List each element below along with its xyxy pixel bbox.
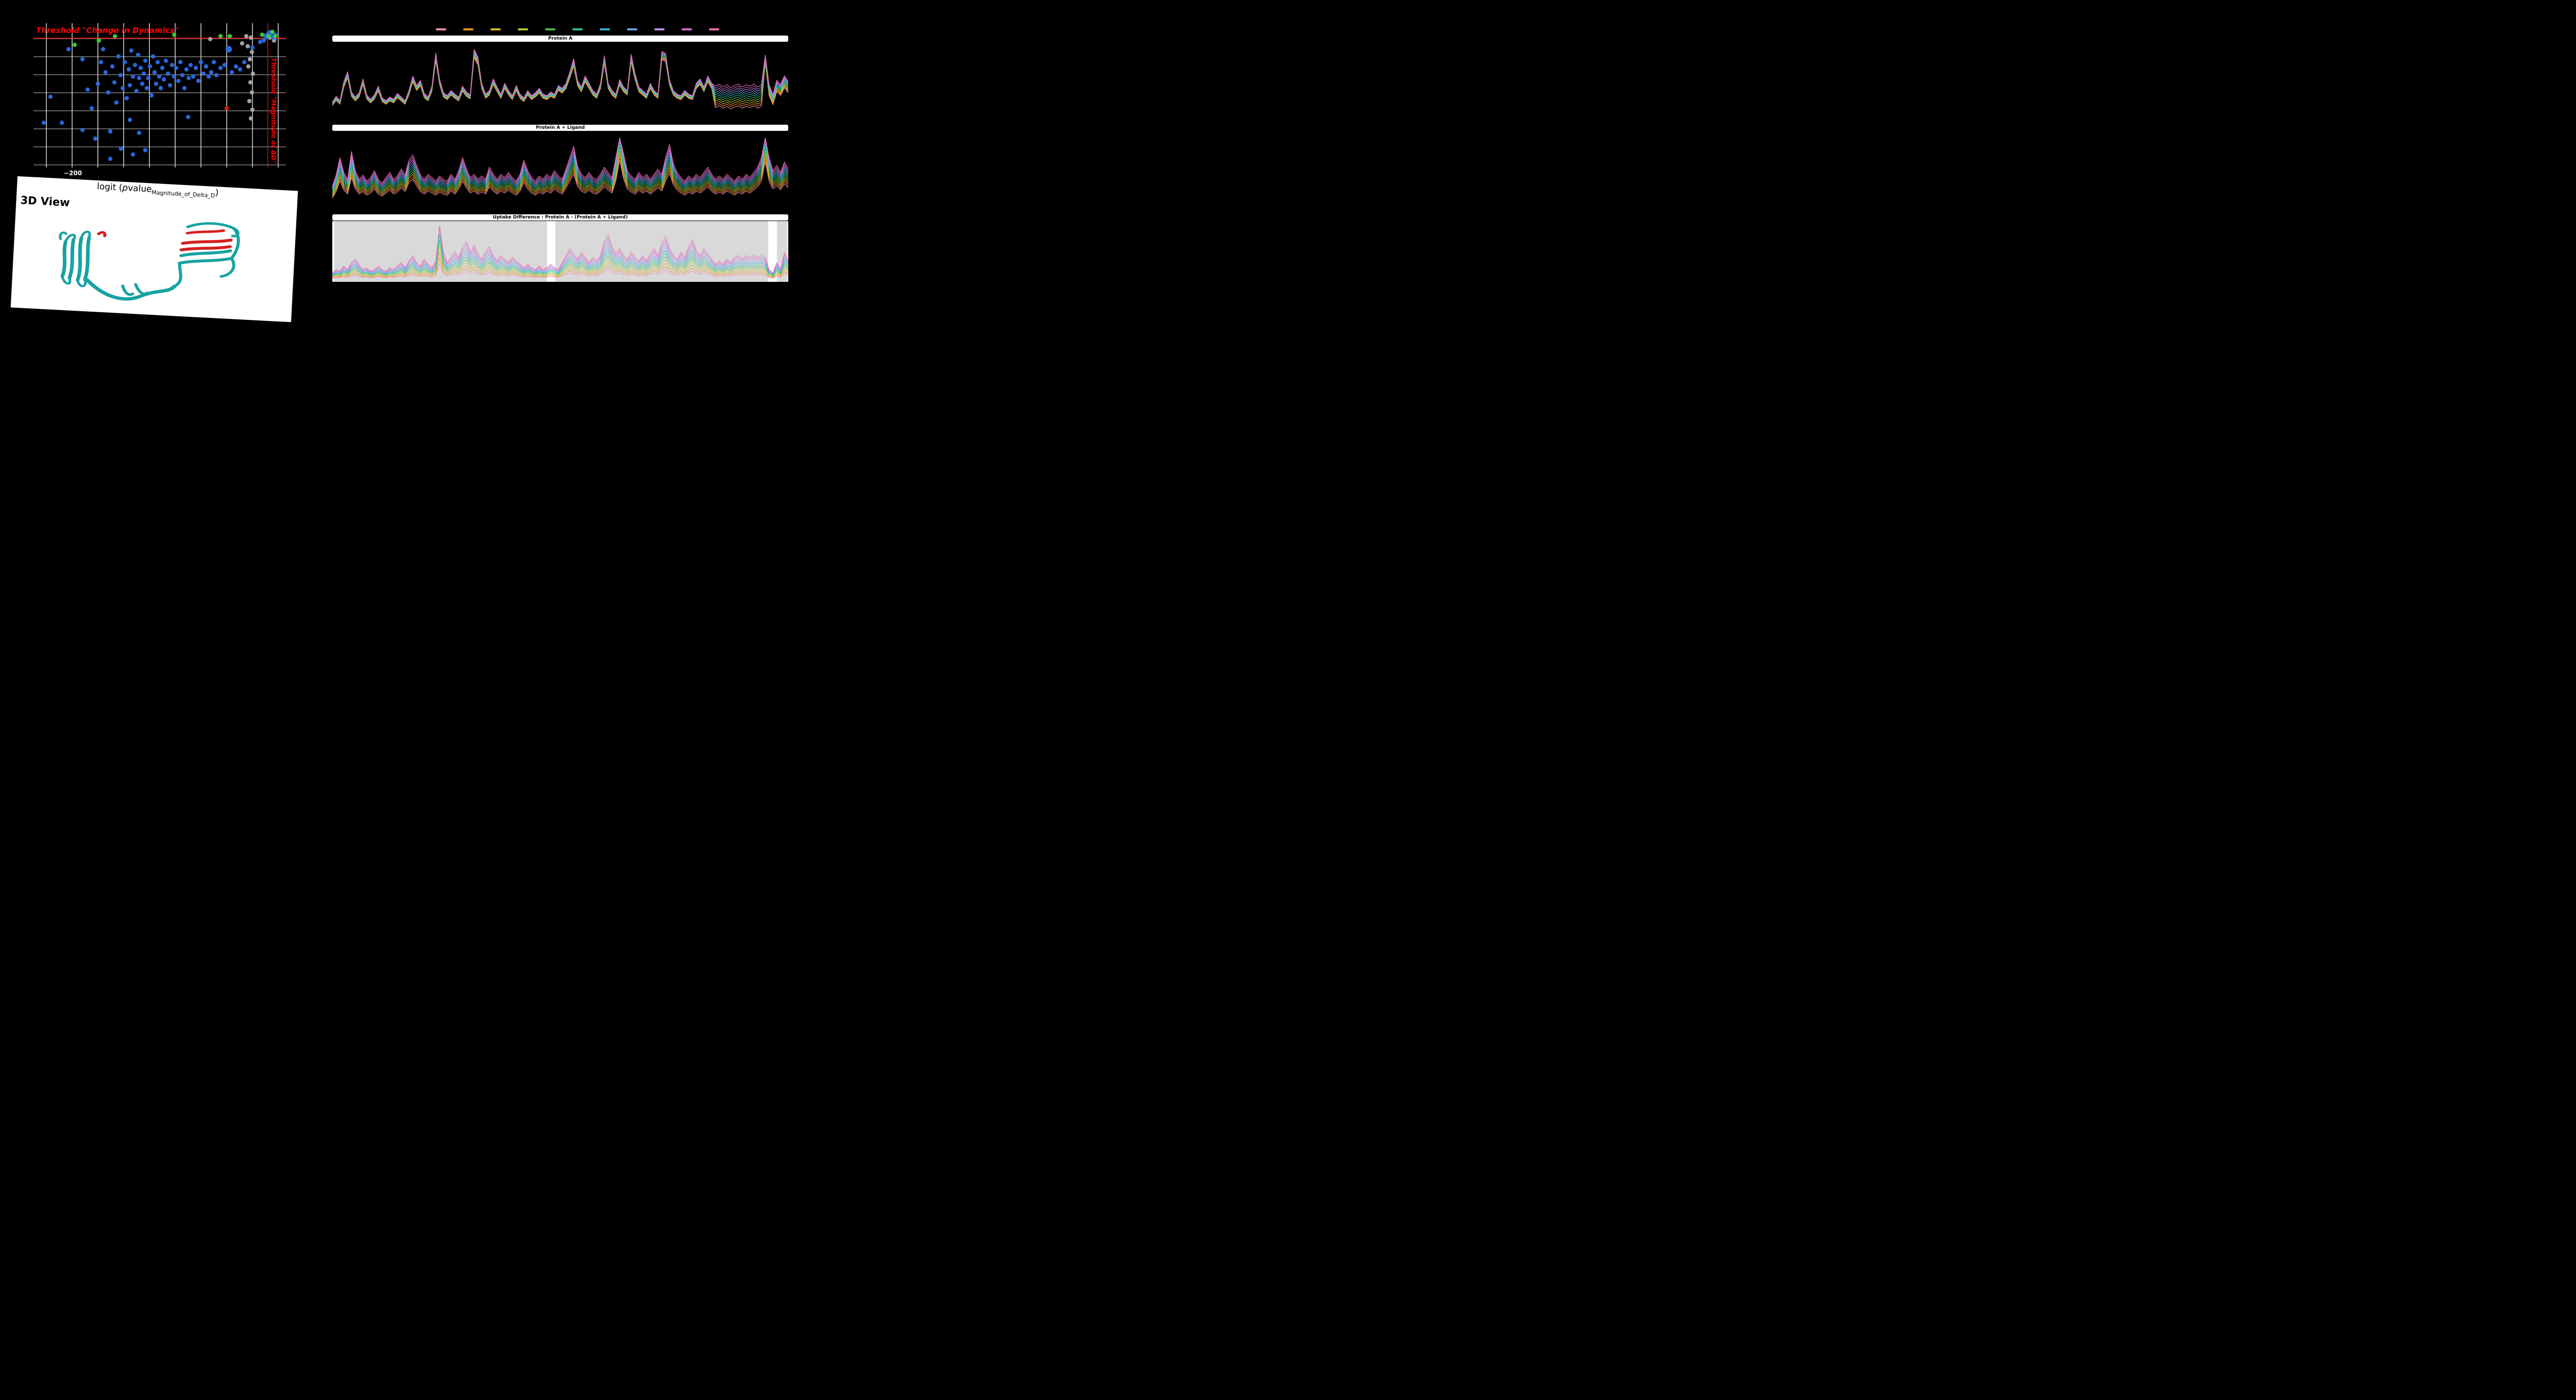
volcano-plot-container [33, 23, 286, 167]
threshold-dynamics-label: Threshold "Change in Dynamics" [36, 26, 179, 35]
protein-3d-structure[interactable] [34, 211, 276, 318]
legend-swatch[interactable] [654, 28, 665, 30]
legend-swatch[interactable] [572, 28, 583, 30]
view3d-card: logit (pvalueMagnitude_of_Delta_D) 3D Vi… [10, 176, 298, 323]
uptake-plot-protein-a[interactable] [332, 42, 788, 122]
app-canvas: { "app": {"background": "#000000", "acce… [0, 0, 808, 323]
legend-swatch[interactable] [682, 28, 692, 30]
panel-title-uptake-difference: Uptake Difference : Protein A - (Protein… [332, 214, 788, 221]
legend-swatch[interactable] [436, 28, 446, 30]
legend-swatch[interactable] [600, 28, 610, 30]
uptake-plot-protein-a-ligand[interactable] [332, 131, 788, 212]
panel-title-protein-a: Protein A [332, 36, 788, 42]
legend-swatch[interactable] [518, 28, 528, 30]
threshold-magnitude-label: Threshold "Magnitude of ΔD" [270, 58, 278, 164]
legend-swatch[interactable] [490, 28, 501, 30]
volcano-x-tick: −200 [64, 170, 82, 177]
timepoint-legend [436, 28, 719, 30]
volcano-x-axis-label: logit (pvalueMagnitude_of_Delta_D) [96, 181, 219, 199]
legend-swatch[interactable] [627, 28, 637, 30]
panel-title-protein-a-ligand: Protein A + Ligand [332, 125, 788, 131]
view3d-title: 3D View [20, 194, 71, 209]
legend-swatch[interactable] [545, 28, 555, 30]
legend-swatch[interactable] [709, 28, 719, 30]
uptake-difference-plot[interactable] [332, 221, 788, 282]
legend-swatch[interactable] [463, 28, 473, 30]
volcano-plot[interactable] [33, 23, 286, 167]
